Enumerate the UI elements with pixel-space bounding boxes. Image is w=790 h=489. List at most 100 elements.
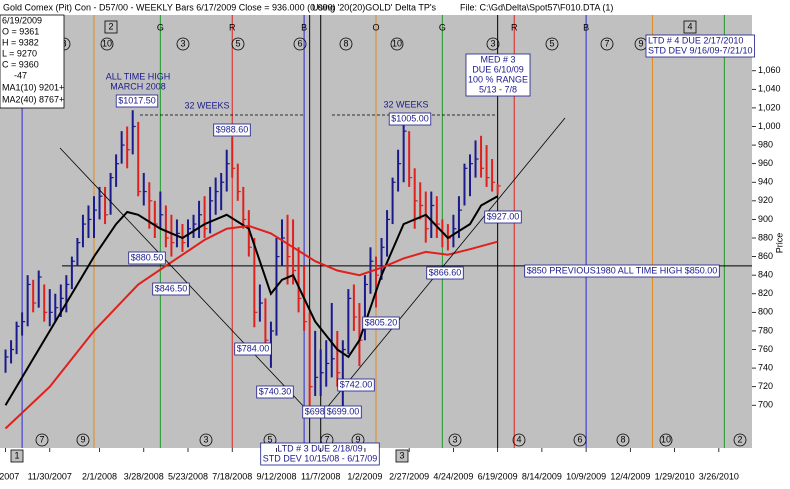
annotation: $866.60 [426, 266, 464, 280]
annotation-box [213, 123, 251, 137]
y-tick-label: 820 [758, 288, 773, 298]
x-tick-label: 10/9/2009 [566, 471, 606, 481]
annotation-text: $927.00 [487, 211, 520, 221]
cycle-marker [390, 37, 404, 51]
y-tick-label: 1,060 [758, 65, 781, 75]
annotation-text: STD DEV 9/16/09-7/21/10 [648, 45, 753, 55]
annotation-text: 32 WEEKS [383, 99, 428, 109]
cycle-marker [659, 433, 673, 447]
y-axis-title: Price [774, 233, 784, 254]
cycle-marker-label: 9 [355, 434, 360, 444]
cycle-marker [616, 433, 630, 447]
annotation-box [234, 342, 272, 356]
y-tick-label: 1,020 [758, 102, 781, 112]
y-tick-label: 800 [758, 307, 773, 317]
info-low: L = 9270 [2, 48, 37, 58]
annotation: $927.00 [484, 210, 522, 224]
cycle-marker-label: 9 [80, 434, 85, 444]
cycle-marker-label: 7 [39, 434, 44, 444]
annotation: 32 WEEKS [383, 99, 428, 109]
y-tick-label: 780 [758, 325, 773, 335]
cycle-marker-label: 7 [324, 434, 329, 444]
cycle-marker-label: 9 [638, 38, 643, 48]
cycle-marker-label: 10 [661, 434, 671, 444]
x-tick-label: 1/29/2010 [655, 471, 695, 481]
annotation-text: LTD # 4 DUE 2/17/2010 [648, 35, 743, 45]
cycle-marker [733, 433, 747, 447]
y-tick-label: 920 [758, 195, 773, 205]
annotation: $740.30 [256, 385, 294, 399]
cycle-marker-label: 7 [604, 38, 609, 48]
cycle-marker-label: 5 [549, 38, 554, 48]
y-tick-label: 740 [758, 362, 773, 372]
cycle-marker [448, 433, 462, 447]
annotation-text: $866.60 [429, 267, 462, 277]
annotation-text: $805.20 [365, 317, 398, 327]
annotation: $805.20 [362, 316, 400, 330]
y-tick-label: 840 [758, 270, 773, 280]
cycle-marker [100, 37, 114, 51]
cycle-marker [199, 433, 213, 447]
cycle-marker [176, 37, 190, 51]
annotation-box [524, 264, 720, 278]
annotation-box [260, 442, 380, 466]
cycle-marker [545, 37, 559, 51]
x-tick-label: 3/28/2008 [124, 471, 164, 481]
annotation-text: MED # 3 [480, 54, 515, 64]
annotation-text: $880.50 [131, 252, 164, 262]
cycle-marker [339, 37, 353, 51]
annotation: $699.00 [324, 405, 362, 419]
annotation: 32 WEEKS [184, 100, 229, 110]
annotation: $850 PREVIOUS1980 ALL TIME HIGH $850.00 [524, 264, 720, 278]
y-tick-label: 900 [758, 214, 773, 224]
boxed-marker [395, 449, 409, 463]
cycle-label: G [439, 22, 446, 32]
boxed-marker [683, 20, 697, 34]
y-tick-label: 860 [758, 251, 773, 261]
x-tick-label: 1/2/2009 [347, 471, 382, 481]
annotation: $742.00 [337, 378, 375, 392]
annotation: $784.00 [234, 342, 272, 356]
annotation-text: 100 % RANGE [468, 74, 528, 84]
annotation-box [484, 210, 522, 224]
header-text: Gold Comex (Pit) Con - D57/00 - WEEKLY B… [3, 2, 336, 12]
cycle-marker [76, 433, 90, 447]
y-tick-label: 700 [758, 400, 773, 410]
y-tick-label: 1,040 [758, 84, 781, 94]
annotation-box [388, 112, 432, 126]
moving-average-line [4, 195, 499, 406]
annotation-text: STD DEV 10/15/08 - 6/17/09 [263, 453, 378, 463]
info-date: 6/19/2009 [2, 15, 42, 25]
x-tick-label: 7/18/2008 [212, 471, 252, 481]
annotation-text: LTD # 3 DUE 2/18/09 [277, 443, 362, 453]
info-close: C = 9360 [2, 59, 39, 69]
cycle-marker [600, 37, 614, 51]
cycle-marker [573, 433, 587, 447]
annotation-box [115, 94, 159, 108]
annotation-box [152, 282, 190, 296]
cycle-label: R [511, 22, 518, 32]
cycle-marker-label: 3 [490, 38, 495, 48]
cycle-marker-label: 6 [297, 38, 302, 48]
annotation-box [426, 266, 464, 280]
boxed-marker-label: 1 [14, 450, 19, 460]
annotation-box [128, 251, 166, 265]
cycle-marker-label: 2 [737, 434, 742, 444]
annotation-text: $850 PREVIOUS1980 ALL TIME HIGH $850.00 [527, 265, 718, 275]
boxed-marker [104, 20, 118, 34]
x-tick-label: 2/1/2008 [82, 471, 117, 481]
info-change: -47 [14, 70, 27, 80]
annotation: $880.50 [128, 251, 166, 265]
y-tick-label: 720 [758, 381, 773, 391]
annotation-text: $1005.00 [391, 113, 429, 123]
x-tick-label: 5/23/2008 [168, 471, 208, 481]
annotation-text: ALL TIME HIGH [106, 71, 171, 81]
annotation: $1005.00 [388, 112, 432, 126]
annotation-text: $698.50 [305, 406, 338, 416]
annotation-box [337, 378, 375, 392]
annotation-box [362, 316, 400, 330]
x-tick-label: 12/4/2009 [610, 471, 650, 481]
